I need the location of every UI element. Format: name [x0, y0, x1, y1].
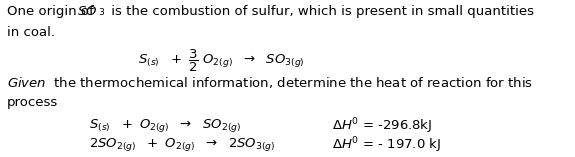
Text: $\mathit{SO}$: $\mathit{SO}$ [77, 5, 97, 19]
Text: $2\mathit{SO}_{2(g)}\ \ +\ \mathit{O}_{2(g)}\ \ \rightarrow\ \ 2\mathit{SO}_{3(g: $2\mathit{SO}_{2(g)}\ \ +\ \mathit{O}_{2… [89, 136, 275, 153]
Text: $\mathit{Given}$  the thermochemical information, determine the heat of reaction: $\mathit{Given}$ the thermochemical info… [7, 75, 533, 90]
Text: is the combustion of sulfur, which is present in small quantities: is the combustion of sulfur, which is pr… [108, 5, 534, 19]
Text: $\Delta H^{0}$ = -296.8kJ: $\Delta H^{0}$ = -296.8kJ [332, 117, 432, 136]
Text: $\mathit{S}_{(s)}\ \ +\ \dfrac{3}{2}\ \mathit{O}_{2(g)}\ \ \rightarrow\ \ \mathi: $\mathit{S}_{(s)}\ \ +\ \dfrac{3}{2}\ \m… [137, 48, 304, 74]
Text: process: process [7, 96, 59, 109]
Text: $\Delta H^{0}$ = - 197.0 kJ: $\Delta H^{0}$ = - 197.0 kJ [332, 136, 441, 155]
Text: One origin of: One origin of [7, 5, 98, 19]
Text: $\mathit{S}_{(s)}\ \ +\ \mathit{O}_{2(g)}\ \ \rightarrow\ \ \mathit{SO}_{2(g)}$: $\mathit{S}_{(s)}\ \ +\ \mathit{O}_{2(g)… [89, 117, 242, 134]
Text: $\mathit{_3}$: $\mathit{_3}$ [98, 5, 105, 19]
Text: in coal.: in coal. [7, 26, 55, 39]
